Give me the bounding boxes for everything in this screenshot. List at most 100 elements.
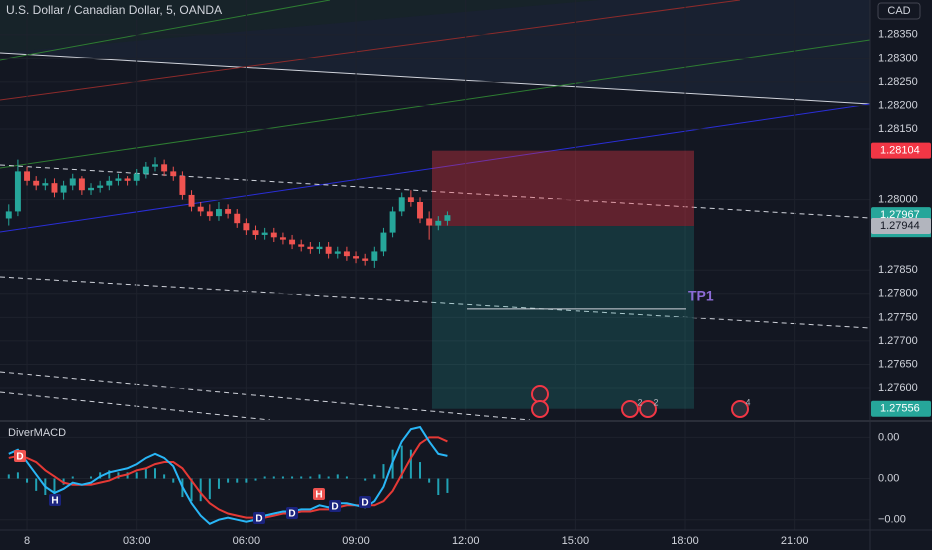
divergence-label: D <box>361 498 368 509</box>
candle-body <box>417 201 423 219</box>
divergence-label: D <box>255 514 262 525</box>
event-icon[interactable] <box>621 400 639 418</box>
currency-button[interactable] <box>877 2 921 20</box>
histogram-bar <box>400 445 403 479</box>
histogram-bar <box>172 478 175 483</box>
candle-body <box>78 178 85 191</box>
candle-body <box>343 251 350 257</box>
histogram-bar <box>318 474 321 479</box>
candle-body <box>307 246 314 250</box>
trend-line <box>0 164 871 219</box>
histogram-bar <box>35 478 38 491</box>
candle-body <box>24 171 31 181</box>
x-tick-label: 15:00 <box>562 535 590 547</box>
event-icon[interactable] <box>639 400 657 418</box>
histogram-bar <box>163 474 166 479</box>
histogram-bar <box>16 472 19 479</box>
histogram-bar <box>53 478 56 495</box>
target-zone <box>432 226 694 409</box>
candle-body <box>14 171 21 212</box>
y-tick-label: 1.27650 <box>878 358 918 370</box>
candle-body <box>270 232 277 238</box>
candle-body <box>161 164 168 172</box>
divergence-label: D <box>16 452 23 463</box>
trend-line <box>0 371 531 421</box>
y-tick-label: 1.27850 <box>878 264 918 276</box>
event-badge: 4 <box>745 397 750 407</box>
event-icon[interactable] <box>531 385 549 403</box>
candle-body <box>325 246 332 254</box>
candle-body <box>243 223 250 231</box>
event-icon[interactable] <box>531 400 549 418</box>
divergence-marker <box>14 450 26 462</box>
y-tick-label: 1.27700 <box>878 335 918 347</box>
histogram-bar <box>227 478 230 483</box>
candle-body <box>5 211 12 219</box>
candle-body <box>106 180 113 186</box>
histogram-bar <box>153 468 156 479</box>
histogram-bar <box>291 476 294 479</box>
candle-body <box>389 211 396 233</box>
candle-body <box>97 185 104 188</box>
y-tick-label: 1.27600 <box>878 382 918 394</box>
histogram-bar <box>90 476 93 479</box>
candle-body <box>179 176 186 195</box>
histogram-bar <box>71 476 74 479</box>
candle-body <box>152 164 158 167</box>
histogram-bar <box>437 478 440 495</box>
candle-body <box>279 237 286 240</box>
event-badge: 2 <box>653 397 658 407</box>
chart-title: U.S. Dollar / Canadian Dollar, 5, OANDA <box>6 3 222 17</box>
candle-body <box>334 251 341 254</box>
histogram-bar <box>144 468 147 479</box>
price-tag <box>871 142 931 159</box>
divergence-label: D <box>331 502 338 513</box>
histogram-bar <box>300 476 303 479</box>
histogram-bar <box>446 478 449 493</box>
price-tag <box>871 400 931 417</box>
candle-body <box>261 232 268 235</box>
candle-body <box>51 183 58 193</box>
x-tick-label: 21:00 <box>781 535 809 547</box>
histogram-bar <box>245 478 248 483</box>
histogram-bar <box>263 476 266 479</box>
event-icon[interactable] <box>731 400 749 418</box>
divergence-label: D <box>288 509 295 520</box>
candle-body <box>115 178 122 181</box>
candle-body <box>362 258 369 261</box>
candle-body <box>215 209 222 217</box>
x-tick-label: 18:00 <box>671 535 699 547</box>
histogram-bar <box>26 478 29 483</box>
y-tick-label: 1.28200 <box>878 99 918 111</box>
x-tick-label: 03:00 <box>123 535 151 547</box>
histogram-bar <box>281 476 284 479</box>
trend-line <box>0 0 331 61</box>
y-tick-label: 1.27800 <box>878 288 918 300</box>
divergence-marker <box>359 496 371 508</box>
divergence-label: H <box>51 496 58 507</box>
candle-body <box>234 213 241 224</box>
histogram-bar <box>208 478 211 500</box>
candle-body <box>371 251 378 261</box>
candle-body <box>407 197 414 202</box>
histogram-bar <box>108 470 111 479</box>
divergence-marker <box>253 512 265 524</box>
candle-body <box>353 256 360 259</box>
candle-body <box>188 194 195 207</box>
candle-body <box>60 185 67 193</box>
histogram-bar <box>117 472 120 479</box>
histogram-bar <box>126 472 129 479</box>
trend-line <box>0 276 871 329</box>
marks <box>5 157 451 526</box>
currency-label[interactable]: CAD <box>887 5 910 17</box>
candle-body <box>289 239 296 245</box>
histogram-bar <box>135 472 138 479</box>
y-tick-label: 1.28300 <box>878 52 918 64</box>
histogram-bar <box>364 478 367 481</box>
x-tick-label: 09:00 <box>342 535 370 547</box>
x-tick-label: 8 <box>24 535 30 547</box>
y-tick-label: 0.00 <box>878 431 899 443</box>
candle-body <box>298 244 305 247</box>
trend-line <box>0 52 871 105</box>
